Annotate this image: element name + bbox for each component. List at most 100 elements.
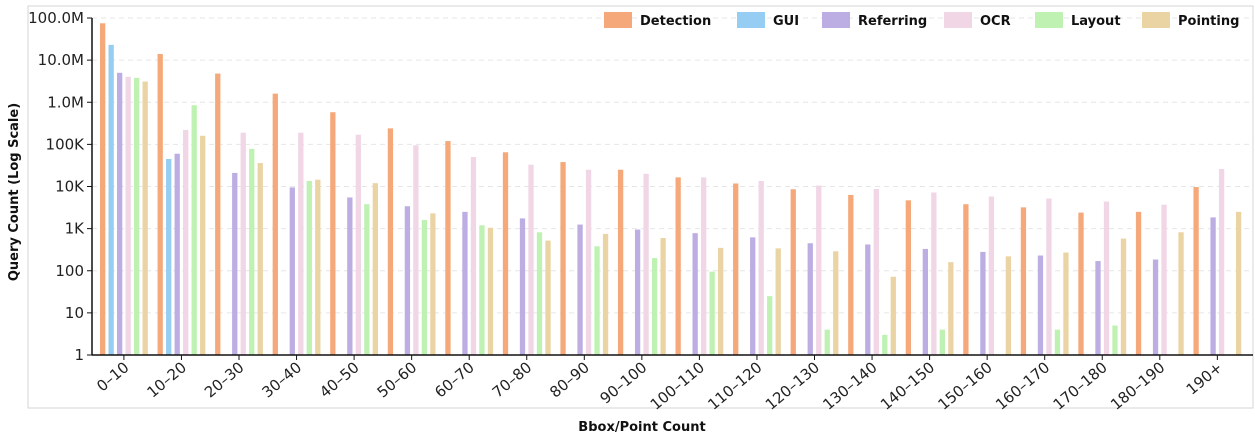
bar-referring xyxy=(980,251,986,355)
x-tick-label: 60–70 xyxy=(431,358,478,401)
y-tick-label: 100.0M xyxy=(28,9,84,27)
bar-pointing xyxy=(602,233,609,355)
bar-detection xyxy=(215,73,221,356)
bar-ocr xyxy=(240,132,246,355)
bar-layout xyxy=(191,105,197,355)
x-tick-label: 130–140 xyxy=(819,358,880,413)
x-tick-label: 170–180 xyxy=(1050,358,1111,413)
x-tick-label: 0–10 xyxy=(93,358,132,395)
bar-referring xyxy=(1152,259,1159,355)
x-tick-label: 40–50 xyxy=(316,358,363,401)
bar-layout xyxy=(709,271,715,355)
bar-pointing xyxy=(257,163,263,355)
x-tick-label: 120–130 xyxy=(762,358,823,413)
bar-detection xyxy=(617,169,624,355)
bar-layout xyxy=(651,258,658,355)
bar-ocr xyxy=(355,134,361,355)
bar-ocr xyxy=(1046,198,1052,355)
y-tick-label: 1.0M xyxy=(47,93,84,111)
bar-ocr xyxy=(298,132,304,355)
legend-label-pointing: Pointing xyxy=(1178,14,1239,29)
bar-pointing xyxy=(833,251,839,355)
y-tick-label: 100 xyxy=(55,262,84,280)
x-tick-label: 30–40 xyxy=(259,358,306,401)
bar-ocr xyxy=(183,129,189,355)
bar-ocr xyxy=(873,189,879,355)
bar-layout xyxy=(134,77,140,356)
x-tick-label: 160–170 xyxy=(992,358,1053,413)
bars-group xyxy=(100,23,1242,356)
y-tick-label: 100K xyxy=(46,135,86,153)
legend-swatch-gui xyxy=(737,12,765,28)
bar-layout xyxy=(1112,325,1118,355)
bar-pointing xyxy=(142,81,148,355)
x-tick-label: 150–160 xyxy=(935,358,996,413)
x-tick-label: 180–190 xyxy=(1107,358,1168,413)
bar-detection xyxy=(1078,212,1084,355)
y-tick-label: 1K xyxy=(65,220,86,238)
plot-border xyxy=(27,5,1254,409)
bar-referring xyxy=(634,229,641,355)
x-axis-ticks: 0–10 10–20 20–30 30–40 40–50 50–60 60–70 70–80 8… xyxy=(93,355,1226,414)
bar-detection xyxy=(963,204,969,355)
bar-pointing xyxy=(1005,256,1012,355)
bar-layout xyxy=(249,148,255,355)
bar-layout xyxy=(882,334,888,355)
bar-pointing xyxy=(200,135,206,355)
bar-detection xyxy=(733,183,739,355)
bar-detection xyxy=(1020,207,1027,355)
bar-referring xyxy=(117,72,123,356)
bar-pointing xyxy=(372,183,378,355)
bar-detection xyxy=(330,112,336,355)
x-tick-label: 50–60 xyxy=(374,358,421,401)
bar-layout xyxy=(421,220,428,355)
bar-pointing xyxy=(1120,238,1127,355)
bar-referring xyxy=(692,233,698,355)
x-tick-label: 110–120 xyxy=(704,358,765,413)
bar-pointing xyxy=(660,237,666,355)
bar-detection xyxy=(445,141,451,355)
bar-ocr xyxy=(1161,204,1167,355)
bar-pointing xyxy=(487,227,494,355)
bar-pointing xyxy=(545,240,551,355)
bar-pointing xyxy=(890,276,896,355)
bar-ocr xyxy=(758,181,764,355)
bar-gui xyxy=(108,44,114,356)
bar-ocr xyxy=(931,192,937,355)
bar-ocr xyxy=(1103,201,1110,355)
bar-detection xyxy=(502,152,509,355)
bar-ocr xyxy=(125,76,131,356)
bar-layout xyxy=(1054,329,1061,355)
bar-detection xyxy=(272,93,278,356)
bar-layout xyxy=(594,246,600,355)
bar-detection xyxy=(100,23,106,356)
legend-swatch-detection xyxy=(604,12,632,28)
y-tick-label: 10K xyxy=(55,178,85,196)
bar-detection xyxy=(1193,187,1199,355)
bar-detection xyxy=(905,200,911,355)
legend-swatch-referring xyxy=(822,12,850,28)
bar-layout xyxy=(939,329,945,355)
x-tick-label: 20–30 xyxy=(201,358,248,401)
legend-swatch-ocr xyxy=(944,12,972,28)
bar-referring xyxy=(289,187,295,355)
y-tick-label: 10.0M xyxy=(38,51,84,69)
bar-referring xyxy=(807,243,813,355)
bar-layout xyxy=(364,204,370,355)
bar-detection xyxy=(1135,211,1142,355)
y-tick-label: 1 xyxy=(74,346,84,364)
legend: Detection GUI Referring OCR Layout Pointing xyxy=(604,12,1239,29)
bar-ocr xyxy=(528,164,534,355)
bar-detection xyxy=(790,189,796,355)
bar-referring xyxy=(865,244,871,355)
bar-referring xyxy=(750,237,756,355)
legend-label-layout: Layout xyxy=(1071,14,1121,29)
legend-label-gui: GUI xyxy=(773,14,799,29)
bar-gui xyxy=(166,158,172,355)
x-tick-label: 80–90 xyxy=(546,358,593,401)
bar-detection xyxy=(675,177,681,355)
legend-label-ocr: OCR xyxy=(980,14,1011,29)
bar-referring xyxy=(347,197,353,355)
x-axis-title: Bbox/Point Count xyxy=(578,420,705,435)
